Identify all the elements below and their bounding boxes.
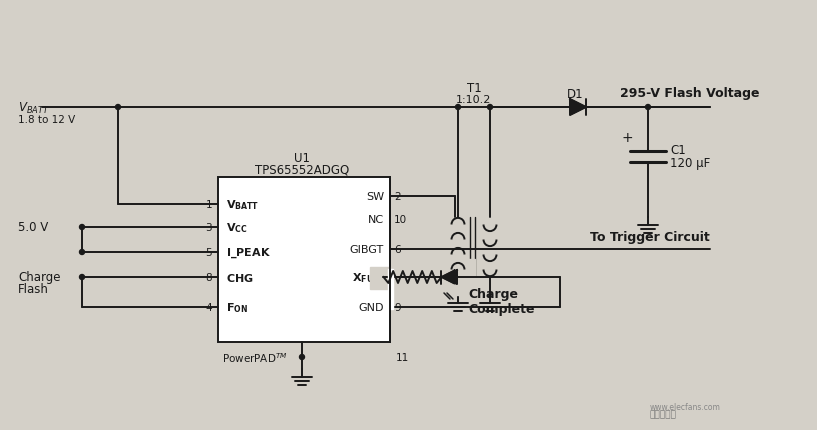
Circle shape bbox=[456, 105, 461, 110]
Circle shape bbox=[79, 225, 84, 230]
Text: Flash: Flash bbox=[18, 283, 49, 296]
Text: $V_{BATT}$: $V_{BATT}$ bbox=[18, 100, 50, 115]
Text: GND: GND bbox=[359, 302, 384, 312]
Text: 11: 11 bbox=[396, 352, 409, 362]
Text: To Trigger Circuit: To Trigger Circuit bbox=[590, 231, 710, 244]
Text: Charge: Charge bbox=[468, 288, 518, 301]
Polygon shape bbox=[443, 270, 457, 284]
Text: 2: 2 bbox=[394, 191, 400, 202]
Text: Complete: Complete bbox=[468, 303, 534, 316]
Circle shape bbox=[300, 355, 305, 359]
Text: Charge: Charge bbox=[18, 271, 60, 284]
Text: PowerPAD$^{TM}$: PowerPAD$^{TM}$ bbox=[222, 350, 288, 364]
Text: 5.0 V: 5.0 V bbox=[18, 221, 48, 234]
Circle shape bbox=[645, 105, 650, 110]
Text: 295-V Flash Voltage: 295-V Flash Voltage bbox=[620, 86, 760, 99]
Text: $\mathbf{V_{BATT}}$: $\mathbf{V_{BATT}}$ bbox=[226, 198, 259, 212]
Text: 120 μF: 120 μF bbox=[670, 156, 710, 169]
Text: D1: D1 bbox=[567, 87, 583, 100]
Text: 电子发烧友: 电子发烧友 bbox=[650, 409, 676, 418]
Text: 4: 4 bbox=[205, 302, 212, 312]
Text: GIBGT: GIBGT bbox=[350, 244, 384, 255]
Text: 3: 3 bbox=[205, 222, 212, 233]
Polygon shape bbox=[570, 100, 586, 116]
Text: 5: 5 bbox=[205, 247, 212, 258]
Text: www.elecfans.com: www.elecfans.com bbox=[650, 402, 721, 412]
Text: U1: U1 bbox=[294, 151, 310, 164]
Text: $\mathbf{I\_PEAK}$: $\mathbf{I\_PEAK}$ bbox=[226, 246, 271, 259]
Circle shape bbox=[79, 275, 84, 280]
Text: 9: 9 bbox=[394, 302, 400, 312]
Text: 1:10.2: 1:10.2 bbox=[457, 95, 492, 105]
Text: T1: T1 bbox=[467, 81, 481, 94]
Text: SW: SW bbox=[366, 191, 384, 202]
Text: $\mathbf{V_{CC}}$: $\mathbf{V_{CC}}$ bbox=[226, 221, 248, 234]
Bar bbox=[388, 269, 393, 309]
Text: TPS65552ADGQ: TPS65552ADGQ bbox=[255, 163, 349, 176]
Bar bbox=[218, 178, 390, 342]
Bar bbox=[370, 267, 460, 289]
Text: NC: NC bbox=[368, 215, 384, 224]
Text: 7: 7 bbox=[394, 272, 400, 283]
Circle shape bbox=[488, 105, 493, 110]
Polygon shape bbox=[441, 271, 454, 284]
Text: 1.8 to 12 V: 1.8 to 12 V bbox=[18, 115, 75, 125]
Circle shape bbox=[115, 105, 120, 110]
Text: +: + bbox=[621, 131, 633, 144]
Circle shape bbox=[79, 250, 84, 255]
Text: 8: 8 bbox=[205, 272, 212, 283]
Text: 1: 1 bbox=[205, 200, 212, 209]
Text: $\mathbf{X_{FULL}}$: $\mathbf{X_{FULL}}$ bbox=[352, 270, 384, 284]
Text: $\mathbf{CHG}$: $\mathbf{CHG}$ bbox=[226, 271, 254, 283]
Text: 6: 6 bbox=[394, 244, 400, 255]
Text: 10: 10 bbox=[394, 215, 407, 224]
Bar bbox=[425, 259, 475, 295]
Text: $\mathbf{F_{ON}}$: $\mathbf{F_{ON}}$ bbox=[226, 301, 248, 314]
Text: C1: C1 bbox=[670, 143, 685, 156]
